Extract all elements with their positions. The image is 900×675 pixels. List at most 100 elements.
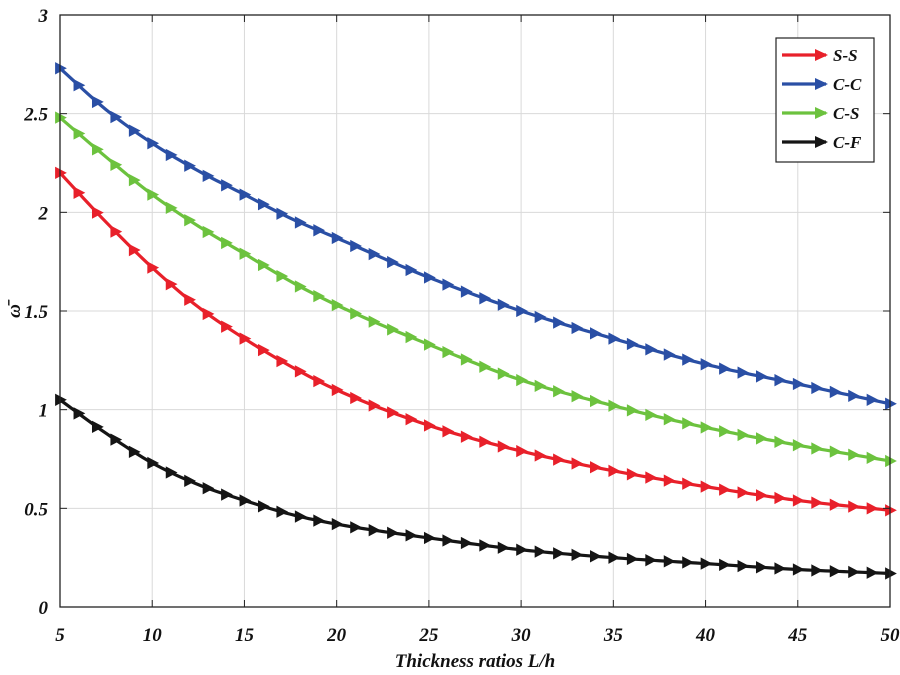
marker-c-f (663, 555, 676, 568)
marker-s-s (147, 261, 160, 274)
marker-c-f (553, 547, 565, 560)
marker-c-f (885, 567, 897, 580)
marker-c-f (257, 500, 270, 513)
legend-item-s-s: S-S (782, 46, 858, 65)
marker-s-s (91, 206, 104, 219)
marker-c-c (663, 348, 676, 361)
marker-s-s (221, 320, 233, 333)
marker-c-s (626, 404, 639, 417)
x-tick-label: 25 (418, 625, 439, 646)
marker-s-s (608, 464, 621, 478)
marker-c-s (442, 345, 455, 359)
legend-label: S-S (833, 46, 858, 65)
x-tick-label: 30 (511, 625, 532, 646)
marker-c-s (719, 425, 731, 438)
marker-c-f (792, 563, 805, 576)
series-s-s (55, 166, 897, 517)
marker-s-s (202, 307, 215, 321)
marker-c-f (165, 466, 178, 479)
marker-c-c (331, 231, 344, 245)
marker-s-s (755, 489, 768, 502)
legend-item-c-s: C-S (782, 104, 859, 123)
marker-s-s (626, 468, 639, 481)
marker-c-f (73, 407, 86, 420)
legend-swatch-marker (815, 107, 828, 119)
marker-c-s (147, 188, 160, 201)
marker-c-s (755, 432, 768, 445)
marker-c-c (387, 255, 399, 269)
marker-s-s (128, 243, 141, 257)
marker-c-c (755, 370, 768, 383)
marker-c-s (571, 390, 584, 403)
marker-c-c (866, 393, 879, 406)
marker-c-f (774, 562, 787, 575)
marker-c-s (663, 413, 676, 426)
marker-c-c (516, 304, 528, 318)
marker-c-s (405, 330, 418, 344)
marker-c-s (128, 173, 141, 187)
marker-c-c (589, 327, 602, 340)
marker-s-s (719, 483, 731, 496)
marker-c-c (885, 397, 897, 410)
marker-c-s (184, 214, 196, 227)
marker-c-s (239, 247, 252, 260)
marker-c-s (553, 385, 565, 398)
marker-c-f (184, 474, 196, 487)
marker-c-f (497, 541, 510, 554)
marker-c-f (368, 524, 381, 537)
marker-c-f (442, 534, 455, 547)
marker-c-f (387, 526, 399, 539)
marker-c-f (645, 554, 658, 567)
marker-s-s (553, 453, 565, 466)
marker-c-s (202, 225, 215, 239)
marker-s-s (405, 413, 418, 426)
marker-c-s (792, 439, 805, 452)
marker-c-s (55, 111, 67, 124)
marker-c-s (479, 360, 492, 373)
marker-c-s (866, 451, 879, 465)
marker-c-f (700, 557, 713, 570)
marker-c-c (313, 224, 326, 237)
marker-c-c (202, 169, 215, 183)
marker-c-c (55, 62, 67, 75)
marker-c-c (91, 95, 104, 109)
marker-c-f (829, 565, 842, 578)
marker-c-f (405, 529, 418, 542)
marker-c-f (589, 550, 602, 563)
marker-s-s (423, 419, 436, 432)
marker-c-s (423, 338, 436, 351)
series-group (55, 62, 897, 580)
marker-c-f (737, 559, 750, 573)
marker-c-f (608, 551, 621, 564)
series-c-s (55, 111, 897, 468)
x-axis-title: Thickness ratios L/h (395, 651, 555, 672)
marker-c-f (479, 539, 492, 552)
series-line-s-s (58, 171, 891, 512)
series-line-c-f (59, 398, 891, 576)
marker-c-f (848, 565, 860, 579)
marker-c-c (534, 310, 547, 324)
marker-s-s (368, 399, 381, 412)
marker-c-f (534, 545, 547, 558)
marker-c-s (331, 298, 344, 312)
series-line-c-c (58, 67, 891, 406)
marker-c-c (128, 124, 141, 137)
series-line-c-s (58, 116, 891, 463)
marker-s-s (829, 498, 842, 511)
marker-s-s (774, 491, 787, 505)
marker-c-c (792, 377, 805, 391)
marker-c-f (682, 556, 694, 569)
y-tick-labels: 0 0.5 1 1.5 2 2.5 3 (23, 6, 48, 619)
marker-c-s (682, 417, 694, 430)
marker-c-f (423, 531, 436, 545)
marker-s-s (331, 383, 344, 397)
marker-c-s (811, 442, 824, 455)
marker-c-c (571, 321, 584, 335)
marker-c-f (350, 521, 362, 534)
marker-c-c (221, 179, 233, 192)
marker-c-s (737, 428, 750, 442)
marker-c-f (91, 420, 104, 434)
marker-s-s (885, 504, 897, 517)
marker-c-f (147, 456, 160, 470)
